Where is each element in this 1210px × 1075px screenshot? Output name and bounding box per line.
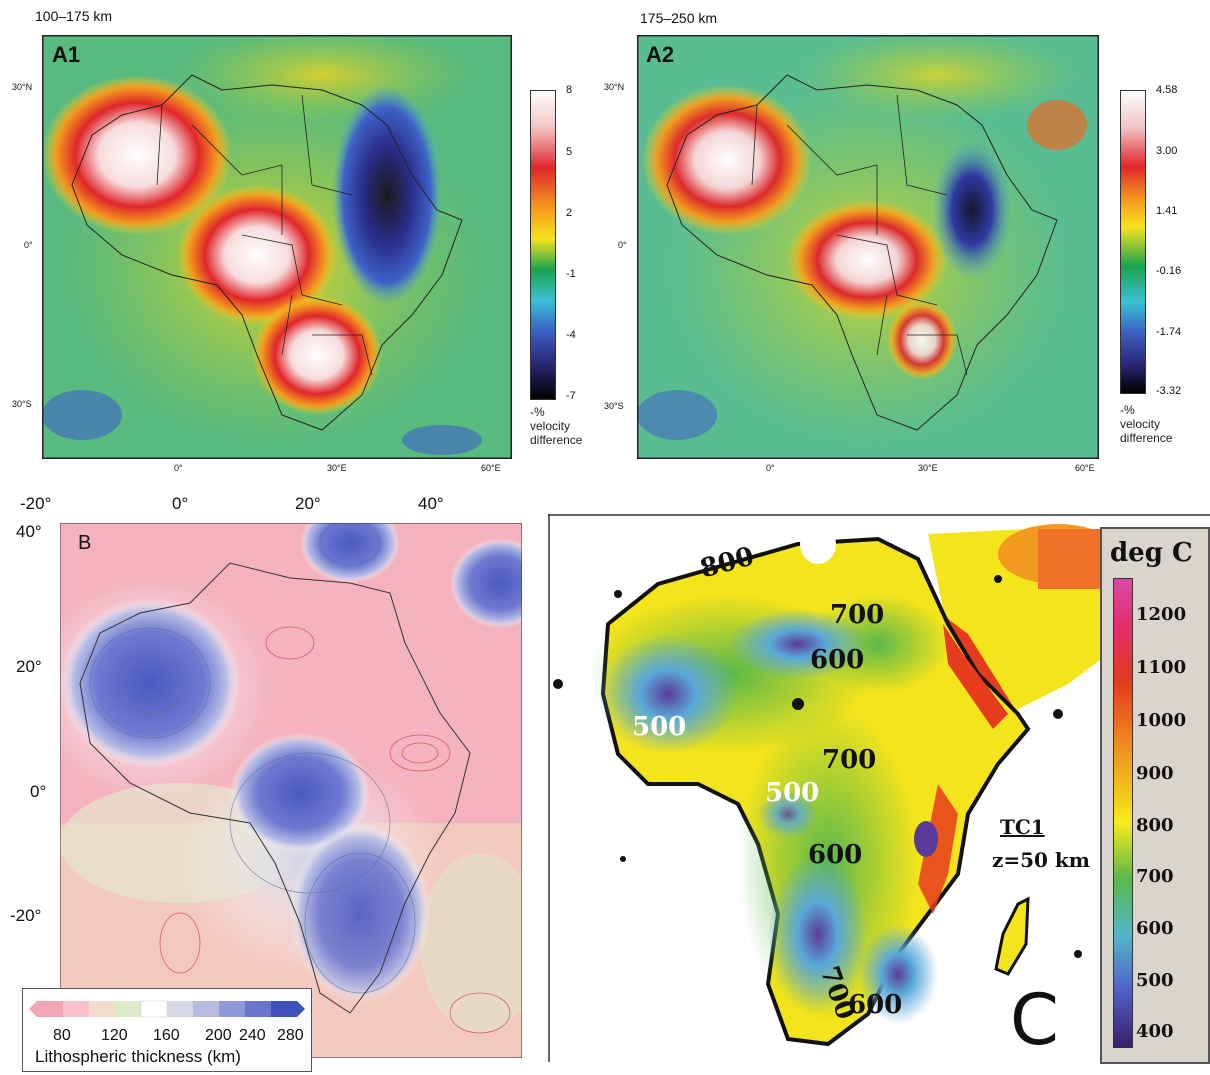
a1-lat-tick: 0°	[24, 240, 33, 250]
a2-panel-label: A2	[646, 42, 675, 67]
b-legend: 80 120 160 200 240 280 Lithospheric thic…	[22, 988, 312, 1072]
a2-colorbar-tick: 4.58	[1156, 84, 1178, 96]
a1-colorbar-tick: -7	[566, 390, 576, 402]
c-isotherm-label: 700	[830, 600, 885, 630]
b-legend-title: Lithospheric thickness (km)	[35, 1047, 241, 1066]
a1-lon-tick: 30°E	[327, 463, 347, 473]
a2-lon-tick: 60°E	[1075, 463, 1095, 473]
a1-lat-tick: 30°S	[12, 399, 32, 409]
c-temperature-map	[548, 514, 1210, 1062]
b-legend-tick: 200	[205, 1027, 232, 1044]
a1-panel-label: A1	[52, 42, 81, 67]
a1-lat-tick: 30°N	[12, 82, 33, 92]
c-panel-label: C	[1010, 979, 1059, 1061]
c-colorbar-tick: 1200	[1136, 604, 1187, 625]
c-colorbar-title: deg C	[1110, 538, 1193, 568]
c-isotherm-label: 700	[822, 745, 877, 775]
b-legend-bar	[29, 1000, 305, 1018]
a1-colorbar-tick: -1	[566, 268, 576, 280]
b-legend-tick: 240	[239, 1027, 266, 1044]
c-colorbar-tick: 1100	[1136, 657, 1187, 678]
b-lithosphere-map	[60, 523, 522, 1058]
c-colorbar-tick: 600	[1136, 918, 1174, 939]
a2-colorbar-tick: 3.00	[1156, 145, 1178, 157]
c-colorbar	[1113, 578, 1133, 1048]
b-left-tick: 20°	[16, 657, 42, 676]
a1-colorbar-tick: 5	[566, 146, 573, 158]
a1-depth-title: 100–175 km	[35, 8, 113, 24]
b-legend-tick: 120	[101, 1027, 128, 1044]
a2-colorbar	[1120, 90, 1146, 394]
c-isotherm-label: 600	[810, 645, 865, 675]
b-top-tick: 40°	[418, 494, 444, 513]
a2-colorbar-caption: -% velocity difference	[1120, 403, 1172, 445]
c-colorbar-tick: 500	[1136, 970, 1174, 991]
caption-line: velocity	[530, 419, 571, 433]
caption-line: -%	[530, 405, 545, 419]
c-colorbar-tick: 400	[1136, 1021, 1174, 1042]
a2-colorbar-tick: -1.74	[1156, 326, 1182, 338]
caption-line: difference	[530, 433, 583, 447]
b-legend-tick: 160	[153, 1027, 180, 1044]
a2-lat-tick: 30°N	[604, 82, 625, 92]
b-top-tick: 20°	[295, 494, 321, 513]
c-tc1-label: TC1	[1000, 815, 1045, 839]
a1-colorbar	[530, 90, 556, 400]
a1-lon-tick: 0°	[174, 463, 183, 473]
b-left-tick: -20°	[10, 906, 42, 925]
a1-velocity-map	[42, 35, 512, 459]
c-depth-label: z=50 km	[992, 848, 1090, 872]
a2-colorbar-tick: -3.32	[1156, 385, 1182, 397]
b-legend-tick: 80	[53, 1027, 71, 1044]
b-left-tick: 0°	[30, 782, 47, 801]
a2-lat-tick: 30°S	[604, 401, 624, 411]
a1-lon-tick: 60°E	[481, 463, 501, 473]
b-panel-label: B	[78, 532, 92, 554]
c-isotherm-label: 600	[808, 840, 863, 870]
a2-velocity-map	[637, 35, 1099, 459]
a1-colorbar-tick: 8	[566, 84, 573, 96]
a2-lat-tick: 0°	[618, 240, 627, 250]
c-colorbar-tick: 700	[1136, 866, 1174, 887]
a1-colorbar-caption: -% velocity difference	[530, 405, 582, 447]
a2-lon-tick: 30°E	[918, 463, 938, 473]
b-legend-tick: 280	[277, 1027, 304, 1044]
a2-colorbar-tick: 1.41	[1156, 205, 1178, 217]
b-top-tick: -20°	[20, 494, 52, 513]
a2-colorbar-tick: -0.16	[1156, 265, 1182, 277]
c-colorbar-tick: 800	[1136, 815, 1174, 836]
b-left-tick: 40°	[16, 522, 42, 541]
caption-line: velocity	[1120, 417, 1161, 431]
a2-depth-title: 175–250 km	[640, 10, 718, 26]
a1-colorbar-tick: 2	[566, 207, 573, 219]
caption-line: -%	[1120, 403, 1135, 417]
c-isotherm-label: 500	[632, 712, 687, 742]
c-isotherm-label: 500	[765, 778, 820, 808]
c-colorbar-tick: 1000	[1136, 710, 1187, 731]
c-isotherm-label: 600	[848, 990, 903, 1020]
a2-lon-tick: 0°	[766, 463, 775, 473]
a1-colorbar-tick: -4	[566, 329, 576, 341]
b-top-tick: 0°	[172, 494, 189, 513]
caption-line: difference	[1120, 431, 1173, 445]
c-colorbar-tick: 900	[1136, 763, 1174, 784]
